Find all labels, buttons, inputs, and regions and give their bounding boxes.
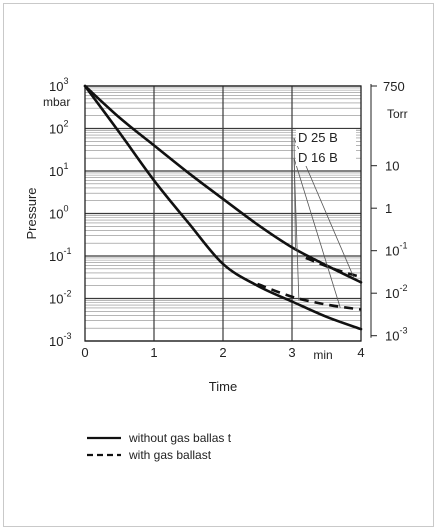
x-axis-title: Time bbox=[209, 379, 237, 394]
right-tick-label: 10 bbox=[385, 159, 399, 174]
x-tick-label: 4 bbox=[357, 345, 364, 360]
y-tick-label: 103 bbox=[49, 76, 68, 94]
right-tick-label: 10-2 bbox=[385, 283, 407, 301]
annotation-leader bbox=[293, 157, 300, 301]
y-axis-title: Pressure bbox=[24, 187, 39, 239]
series-d-16-b-solid bbox=[83, 84, 363, 331]
annotation-label: D 16 B bbox=[298, 150, 338, 165]
annotation-label: D 25 B bbox=[298, 130, 338, 145]
right-unit-label: Torr bbox=[387, 107, 408, 121]
x-tick-label: 0 bbox=[81, 345, 88, 360]
right-tick-label: 750 bbox=[383, 79, 405, 94]
legend-label: without gas ballas t bbox=[128, 431, 232, 445]
series-d-25-b-solid bbox=[83, 84, 363, 284]
x-tick-label: 1 bbox=[150, 345, 157, 360]
y-tick-label: 10-1 bbox=[49, 246, 71, 264]
annotation-leader bbox=[293, 137, 296, 250]
y-tick-label: 10-2 bbox=[49, 289, 71, 307]
y-tick-label: 102 bbox=[49, 119, 68, 137]
x-tick-label: 3 bbox=[288, 345, 295, 360]
y-tick-label: 100 bbox=[49, 204, 68, 222]
x-tick-label: 2 bbox=[219, 345, 226, 360]
series-d-16-b-dashed bbox=[257, 282, 362, 311]
x-unit-label: min bbox=[313, 348, 332, 362]
legend-label: with gas ballast bbox=[128, 448, 212, 462]
right-tick-label: 10-3 bbox=[385, 326, 407, 344]
right-tick-label: 10-1 bbox=[385, 241, 407, 259]
annotation-bg bbox=[296, 129, 356, 146]
annotation-bg bbox=[296, 149, 356, 166]
y-unit-label: mbar bbox=[43, 95, 70, 109]
y-tick-label: 10-3 bbox=[49, 331, 71, 349]
y-tick-label: 101 bbox=[49, 161, 68, 179]
right-tick-label: 1 bbox=[385, 201, 392, 216]
series-d-25-b-dashed bbox=[305, 256, 362, 279]
annotation-leader bbox=[293, 157, 341, 309]
plot-border bbox=[84, 85, 362, 342]
